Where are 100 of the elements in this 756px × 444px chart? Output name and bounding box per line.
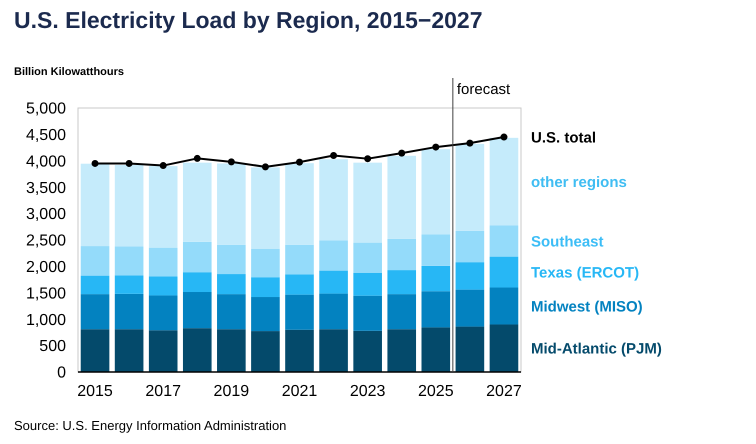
point: [432, 144, 440, 151]
bar: [421, 234, 450, 266]
bar: [114, 294, 144, 330]
y-tick-label: 4,000: [26, 153, 66, 170]
bar: [387, 156, 416, 239]
bar: [251, 248, 280, 278]
point: [364, 155, 372, 162]
bar: [456, 290, 484, 327]
point: [330, 152, 338, 160]
bar: [353, 296, 382, 331]
bar: [148, 295, 178, 330]
source-note: Source: U.S. Energy Information Administration: [14, 418, 286, 433]
y-axis-title: Billion Kilowatthours: [14, 66, 124, 78]
y-tick-label: 4,500: [26, 127, 66, 144]
bar: [182, 162, 212, 242]
bar: [387, 270, 416, 294]
bar: [285, 244, 314, 274]
bar: [148, 166, 178, 248]
bar: [251, 297, 280, 332]
bar: [217, 274, 246, 294]
y-tick-label: 2,500: [26, 232, 66, 250]
y-tick-label: 1,000: [26, 312, 66, 329]
bar: [217, 163, 246, 245]
bar: [217, 244, 246, 274]
bar: [285, 294, 314, 330]
bar: [490, 324, 518, 372]
bar: [456, 144, 484, 231]
y-tick-label: 5,000: [26, 100, 66, 118]
bar: [319, 240, 348, 271]
bar: [251, 167, 280, 249]
series-label: Mid-Atlantic (PJM): [531, 340, 662, 358]
bar: [182, 328, 212, 372]
y-tick-label: 2,000: [26, 259, 66, 276]
y-tick-label: 0: [57, 364, 66, 382]
bar: [387, 329, 416, 372]
y-tick-label: 3,000: [26, 206, 66, 224]
x-tick-label: 2015: [77, 383, 113, 400]
bar: [421, 327, 450, 372]
bar: [490, 138, 518, 226]
bar: [319, 159, 348, 241]
point: [194, 154, 201, 162]
bar: [353, 272, 382, 296]
bar: [319, 270, 348, 294]
bar: [319, 329, 348, 372]
bar: [114, 246, 144, 276]
bar: [80, 246, 110, 276]
point: [466, 140, 474, 147]
bar: [490, 288, 518, 324]
x-tick-label: 2021: [282, 383, 318, 400]
point: [500, 134, 508, 141]
bar: [114, 165, 144, 246]
bar: [387, 294, 416, 330]
bar: [182, 272, 212, 292]
y-tick-label: 500: [39, 338, 66, 356]
series-label: Midwest (MISO): [531, 298, 643, 316]
bar: [285, 330, 314, 372]
series-label: Southeast: [531, 233, 604, 250]
point: [296, 158, 303, 166]
bar: [80, 329, 110, 372]
bar: [80, 294, 110, 330]
bar: [387, 238, 416, 270]
bar: [421, 266, 450, 292]
point: [126, 160, 133, 167]
bar: [114, 329, 144, 372]
bar: [490, 256, 518, 288]
bar: [114, 275, 144, 294]
bar: [80, 276, 110, 294]
bar: [490, 225, 518, 257]
chart-title: U.S. Electricity Load by Region, 2015−2027: [14, 7, 483, 33]
bar: [148, 248, 178, 276]
bar: [251, 331, 280, 372]
series-label: U.S. total: [531, 129, 596, 146]
bar: [353, 242, 382, 273]
bar: [182, 292, 212, 328]
bar: [148, 276, 178, 296]
point: [398, 150, 406, 157]
bar: [285, 274, 314, 295]
bar: [353, 330, 382, 372]
y-tick-label: 3,500: [26, 180, 66, 197]
point: [92, 160, 99, 167]
bar: [456, 326, 484, 372]
bar: [148, 330, 178, 372]
x-tick-label: 2027: [486, 383, 522, 400]
point: [228, 158, 235, 166]
bar: [353, 162, 382, 243]
bar: [251, 277, 280, 298]
ref-line-label: forecast: [456, 81, 512, 98]
point: [262, 163, 269, 170]
bar: [319, 294, 348, 330]
bar: [217, 294, 246, 330]
x-tick-label: 2019: [214, 383, 250, 400]
x-tick-label: 2023: [350, 383, 386, 400]
series-label: Texas (ERCOT): [531, 264, 640, 282]
y-tick-label: 1,500: [26, 285, 66, 302]
bar: [421, 291, 450, 328]
bar: [217, 329, 246, 372]
bar: [285, 163, 314, 245]
bar: [456, 230, 484, 262]
x-tick-label: 2017: [145, 383, 182, 400]
bar: [182, 242, 212, 272]
